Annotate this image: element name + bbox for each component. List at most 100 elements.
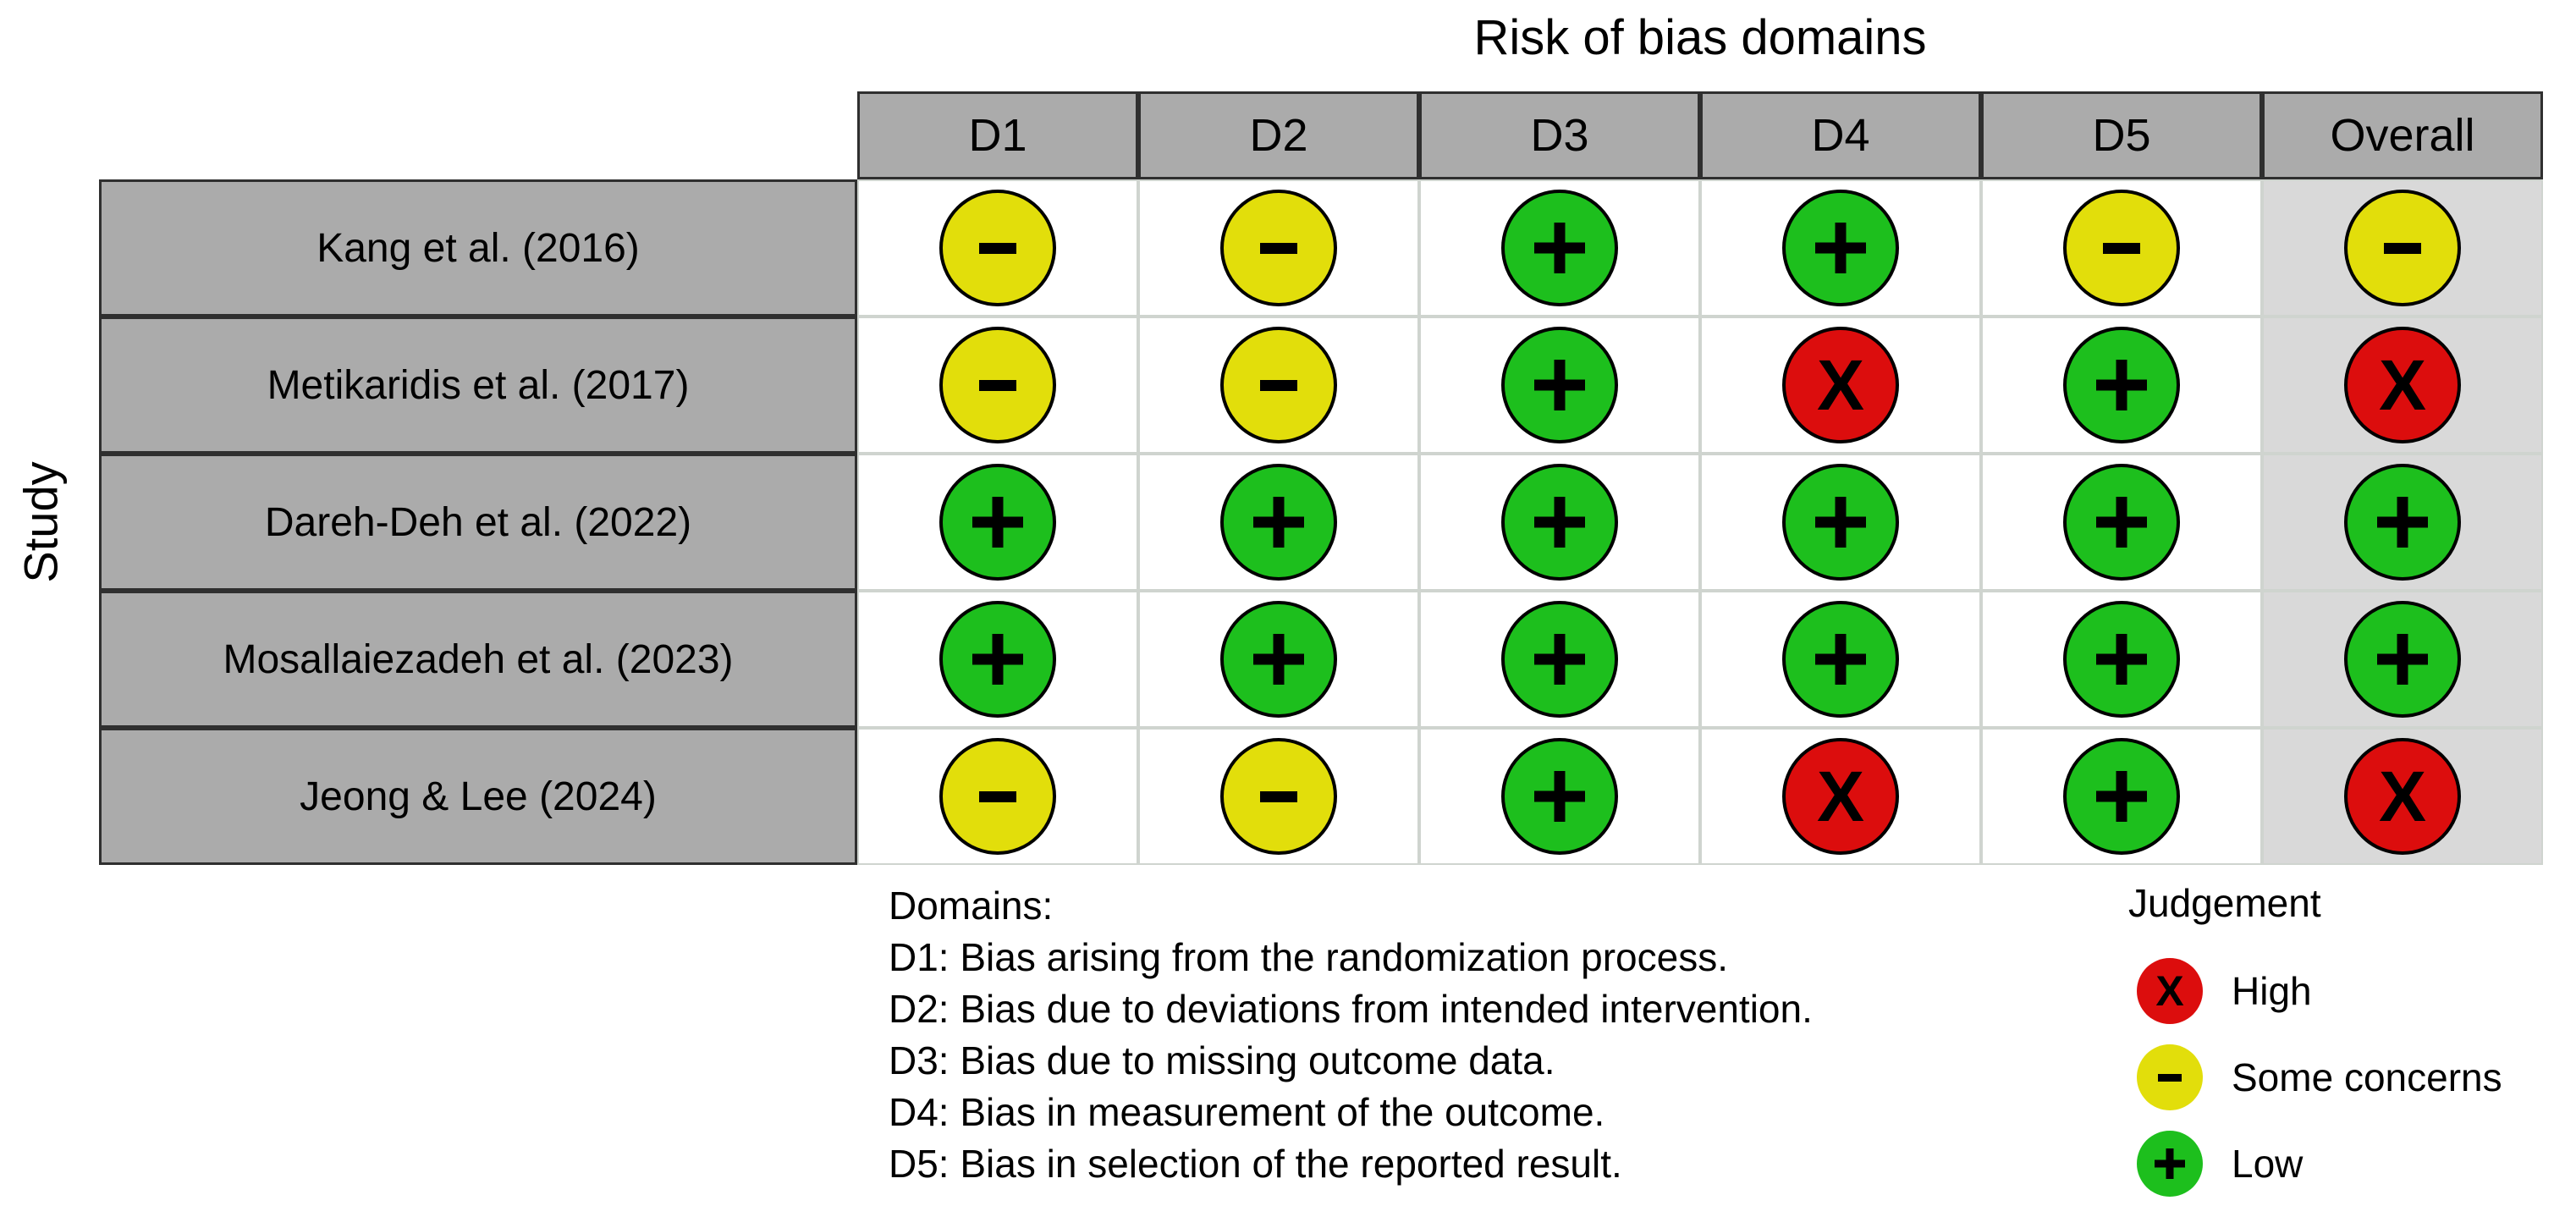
judgement-dot — [2344, 190, 2461, 306]
plus-symbol — [1815, 223, 1866, 273]
judgement-dot — [939, 190, 1056, 306]
x-symbol: X — [2378, 345, 2427, 425]
judgement-cell — [857, 317, 1138, 454]
judgement-dot — [1501, 601, 1618, 718]
judgement-dot — [1220, 327, 1337, 443]
plus-symbol — [2377, 634, 2428, 685]
table-row: Kang et al. (2016) — [99, 179, 2543, 317]
judgement-cell — [1138, 728, 1419, 865]
judgement-cell — [857, 179, 1138, 317]
minus-symbol — [2158, 1073, 2182, 1082]
judgement-dot — [1501, 464, 1618, 581]
table-row: Jeong & Lee (2024) X X — [99, 728, 2543, 865]
study-axis-label: Study — [14, 461, 68, 583]
judgement-dot — [939, 327, 1056, 443]
study-row-label: Dareh-Deh et al. (2022) — [99, 454, 857, 591]
judgement-dot — [2063, 601, 2180, 718]
plus-symbol — [2096, 634, 2147, 685]
judgement-dot — [1782, 464, 1899, 581]
judgement-dot — [1220, 190, 1337, 306]
judgement-dot — [1220, 601, 1337, 718]
plus-symbol — [972, 497, 1023, 548]
rob-table: D1 D2 D3 D4 D5 Overall Kang et al. (2016) Meti… — [99, 91, 2543, 865]
judgement-dot — [1782, 601, 1899, 718]
judgement-cell — [1138, 591, 1419, 728]
judgement-dot — [2063, 464, 2180, 581]
plus-symbol — [1253, 634, 1304, 685]
table-row: Dareh-Deh et al. (2022) — [99, 454, 2543, 591]
legend-item: Low — [2137, 1131, 2502, 1197]
study-row-label: Metikaridis et al. (2017) — [99, 317, 857, 454]
judgement-cell — [1419, 454, 1700, 591]
plus-symbol — [1534, 771, 1585, 822]
x-symbol: X — [2378, 757, 2427, 836]
legend-item: X High — [2137, 958, 2502, 1024]
judgement-cell: X — [1700, 728, 1981, 865]
judgement-cell — [857, 454, 1138, 591]
judgement-cell: X — [2262, 317, 2543, 454]
judgement-cell — [1981, 728, 2262, 865]
domain-definition: D1: Bias arising from the randomization … — [889, 935, 1728, 979]
minus-symbol — [1260, 790, 1297, 802]
domain-definition: D3: Bias due to missing outcome data. — [889, 1038, 1555, 1082]
judgement-dot — [2137, 1131, 2203, 1197]
judgement-legend-title: Judgement — [2128, 881, 2321, 925]
judgement-cell — [857, 591, 1138, 728]
judgement-cell — [1700, 591, 1981, 728]
judgement-dot — [939, 601, 1056, 718]
table-row: Mosallaiezadeh et al. (2023) — [99, 591, 2543, 728]
judgement-cell — [1419, 317, 1700, 454]
judgement-dot — [2137, 1044, 2203, 1110]
minus-symbol — [1260, 242, 1297, 254]
minus-symbol — [979, 379, 1016, 391]
judgement-cell — [2262, 454, 2543, 591]
judgement-dot: X — [1782, 738, 1899, 855]
judgement-dot — [1220, 464, 1337, 581]
plus-symbol — [1253, 497, 1304, 548]
judgement-cell — [1981, 591, 2262, 728]
judgement-dot — [1501, 190, 1618, 306]
judgement-cell — [1700, 454, 1981, 591]
study-row-label: Kang et al. (2016) — [99, 179, 857, 317]
column-header-d3: D3 — [1419, 91, 1700, 179]
judgement-cell — [1981, 454, 2262, 591]
plus-symbol — [1534, 223, 1585, 273]
plus-symbol — [2155, 1148, 2185, 1179]
judgement-cell — [1138, 317, 1419, 454]
judgement-dot: X — [2137, 958, 2203, 1024]
judgement-dot — [2063, 738, 2180, 855]
judgement-dot — [1501, 738, 1618, 855]
minus-symbol — [2384, 242, 2421, 254]
plus-symbol — [1815, 497, 1866, 548]
column-header-d4: D4 — [1700, 91, 1981, 179]
judgement-dot — [2063, 327, 2180, 443]
column-header-d2: D2 — [1138, 91, 1419, 179]
plus-symbol — [2096, 497, 2147, 548]
column-header-d5: D5 — [1981, 91, 2262, 179]
column-header-d1: D1 — [857, 91, 1138, 179]
study-row-label: Mosallaiezadeh et al. (2023) — [99, 591, 857, 728]
figure-title: Risk of bias domains — [1473, 10, 1927, 65]
x-symbol: X — [1816, 345, 1865, 425]
judgement-cell — [2262, 179, 2543, 317]
domain-definition: D4: Bias in measurement of the outcome. — [889, 1090, 1605, 1134]
judgement-cell — [1419, 728, 1700, 865]
plus-symbol — [2096, 360, 2147, 410]
judgement-dot: X — [1782, 327, 1899, 443]
plus-symbol — [2377, 497, 2428, 548]
domains-note-heading: Domains: — [889, 884, 1054, 928]
legend-item-label: Low — [2232, 1142, 2304, 1186]
plus-symbol — [1534, 634, 1585, 685]
judgement-cell — [2262, 591, 2543, 728]
study-row-label: Jeong & Lee (2024) — [99, 728, 857, 865]
judgement-cell — [1700, 179, 1981, 317]
table-row: Metikaridis et al. (2017) X X — [99, 317, 2543, 454]
legend-item: Some concerns — [2137, 1044, 2502, 1110]
plus-symbol — [1534, 360, 1585, 410]
minus-symbol — [1260, 379, 1297, 391]
column-header-overall: Overall — [2262, 91, 2543, 179]
judgement-dot — [2344, 464, 2461, 581]
judgement-dot — [1501, 327, 1618, 443]
x-symbol: X — [1816, 757, 1865, 836]
